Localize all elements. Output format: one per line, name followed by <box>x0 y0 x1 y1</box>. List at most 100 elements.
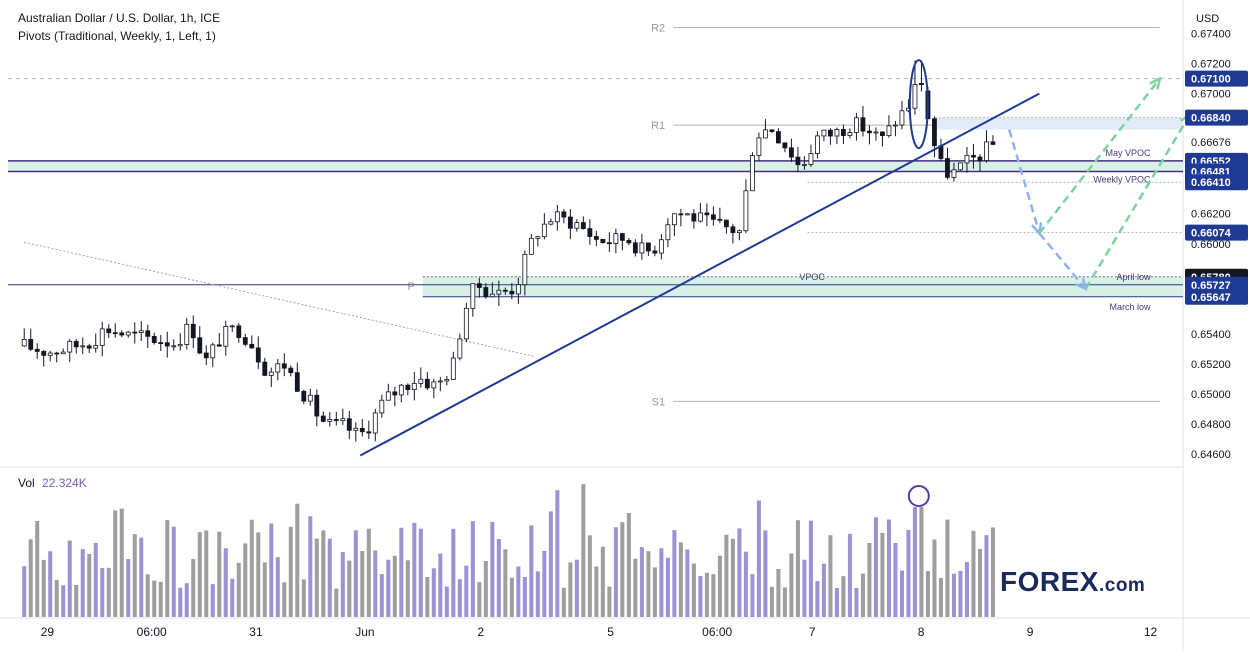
candle-body <box>288 367 294 374</box>
candle-body <box>847 132 853 136</box>
price-tick-label: 0.64800 <box>1191 419 1231 431</box>
price-badge-label: 0.67100 <box>1191 74 1231 86</box>
volume-bar <box>724 534 729 617</box>
volume-bar <box>308 516 313 617</box>
volume-bar <box>490 521 495 617</box>
volume-bar <box>256 532 261 617</box>
volume-bar <box>990 527 995 617</box>
candle-body <box>886 125 892 136</box>
volume-bar <box>685 549 690 617</box>
candle-body <box>541 223 547 238</box>
candle-body <box>470 283 476 309</box>
volume-bar <box>594 566 599 617</box>
volume-title: Vol <box>18 476 35 490</box>
candle-body <box>587 228 593 237</box>
uptrend-line[interactable] <box>359 92 1040 457</box>
volume-bar <box>93 542 98 617</box>
price-badge[interactable] <box>1185 109 1248 126</box>
candle-body <box>392 391 398 396</box>
candle-body <box>821 129 827 137</box>
candle-body <box>223 326 229 347</box>
candle-body <box>353 427 359 431</box>
volume-bar <box>821 563 826 617</box>
candle-body <box>841 129 846 136</box>
time-tick-label: 2 <box>477 625 484 639</box>
candle-body <box>398 384 404 396</box>
candle-body <box>834 129 840 137</box>
volume-bar <box>483 561 488 617</box>
volume-bar <box>262 562 267 617</box>
volume-bar <box>399 527 404 617</box>
volume-bar <box>867 542 872 617</box>
volume-bar <box>678 542 683 617</box>
price-badge[interactable] <box>1185 276 1248 293</box>
candle-body <box>964 154 970 164</box>
candle-body <box>574 222 580 229</box>
volume-bar <box>607 586 612 617</box>
pivot-label-r1: R1 <box>651 120 665 132</box>
candle-body <box>730 226 736 234</box>
price-badge[interactable] <box>1185 288 1248 305</box>
volume-bar <box>301 579 306 617</box>
candle-body <box>28 339 34 350</box>
time-tick-label: 7 <box>809 625 816 639</box>
candle-body <box>496 289 502 295</box>
candle-body <box>34 348 40 352</box>
candle-body <box>515 284 521 295</box>
volume-bar <box>737 528 742 617</box>
candle-body <box>932 118 937 147</box>
volume-bar <box>119 508 124 617</box>
volume-bar <box>470 521 475 617</box>
volume-bar <box>893 542 898 617</box>
volume-bar <box>854 587 859 617</box>
volume-bar <box>243 543 248 617</box>
volume-bar <box>613 527 618 617</box>
price-badge[interactable] <box>1185 174 1248 191</box>
price-badge-label: 0.66840 <box>1191 113 1231 125</box>
volume-bar <box>464 565 469 617</box>
volume-bar <box>977 548 982 617</box>
volume-bar <box>100 567 105 617</box>
volume-bar <box>48 551 53 617</box>
volume-bar <box>717 555 722 617</box>
volume-bar <box>158 581 163 617</box>
volume-bar <box>295 503 300 617</box>
candle-body <box>171 345 177 348</box>
volume-bar <box>366 528 371 617</box>
volume-bar <box>249 519 254 617</box>
candle-body <box>242 337 248 345</box>
candle-body <box>86 345 92 349</box>
axis-currency-label: USD <box>1196 13 1219 25</box>
volume-label: Vol 22.324K <box>18 476 87 490</box>
candle-body <box>346 418 352 431</box>
candle-body <box>372 412 378 434</box>
price-badge[interactable] <box>1185 224 1248 241</box>
candle-body <box>782 142 788 149</box>
candle-body <box>697 212 703 222</box>
candle-body <box>210 344 216 359</box>
candle-body <box>301 390 307 402</box>
price-badge-label: 0.66074 <box>1191 228 1232 240</box>
volume-bar <box>438 553 443 617</box>
volume-bar <box>165 520 170 617</box>
candle-body <box>912 84 918 109</box>
volume-bar <box>665 557 670 617</box>
price-badge[interactable] <box>1185 70 1248 87</box>
price-badge-label: 0.65727 <box>1191 280 1231 292</box>
candle-body <box>119 332 125 336</box>
candle-body <box>684 213 690 216</box>
candle-body <box>418 378 424 384</box>
candle-body <box>561 211 567 218</box>
volume-bar <box>899 570 904 617</box>
volume-bar <box>54 579 59 617</box>
volume-bar <box>626 513 631 617</box>
volume-bar <box>906 529 911 617</box>
candle-body <box>958 162 963 171</box>
volume-bar <box>288 526 293 617</box>
candle-body <box>463 307 469 340</box>
candle-body <box>749 155 755 192</box>
volume-bar <box>561 587 566 617</box>
volume-bar <box>886 519 891 617</box>
candle-body <box>132 331 138 334</box>
